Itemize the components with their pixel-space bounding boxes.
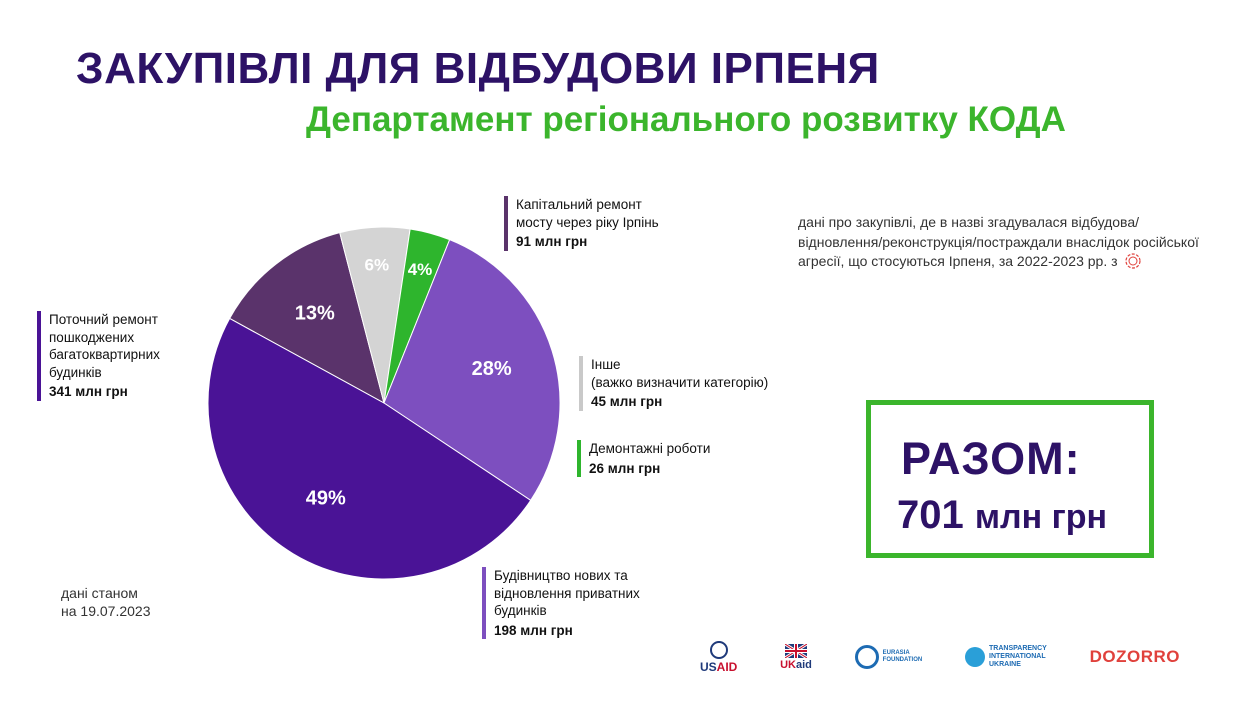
callout-other-label: Інше (важко визначити категорію) bbox=[591, 357, 769, 390]
transparency-international-logo: TRANSPARENCY INTERNATIONAL UKRAINE bbox=[965, 645, 1047, 669]
eurasia-logo-text: EURASIA FOUNDATION bbox=[882, 650, 923, 663]
callout-bridge-label: Капітальний ремонт мосту через ріку Ірпі… bbox=[516, 197, 659, 230]
uk-flag-icon bbox=[785, 643, 807, 658]
ti-globe-icon bbox=[965, 647, 985, 667]
pie-percent-label-bridge: 13% bbox=[295, 302, 335, 324]
callout-private-houses-amount: 198 млн грн bbox=[494, 622, 573, 638]
bi-logo-icon bbox=[1125, 253, 1142, 269]
usaid-logo-text: USAID bbox=[700, 660, 737, 674]
total-label: РАЗОМ: bbox=[901, 433, 1081, 484]
pie-slice-apartment-repair bbox=[207, 317, 532, 580]
callout-other: Інше (важко визначити категорію) 45 млн … bbox=[579, 356, 768, 411]
pie-percent-label-private-houses: 28% bbox=[472, 358, 512, 380]
ukaid-logo: UKaid bbox=[780, 643, 812, 671]
callout-apartment-repair: Поточний ремонт пошкоджених багатокварти… bbox=[37, 311, 160, 401]
callout-demolition-amount: 26 млн грн bbox=[589, 460, 661, 476]
total-box: РАЗОМ: 701 млн грн bbox=[866, 400, 1154, 558]
total-value: 701 млн грн bbox=[897, 493, 1107, 538]
data-date-note: дані станом на 19.07.2023 bbox=[61, 585, 151, 619]
ukaid-logo-text-a: UK bbox=[780, 658, 796, 671]
eurasia-mark-icon bbox=[854, 645, 879, 669]
dozorro-logo-text: DOZORRO bbox=[1089, 647, 1180, 666]
usaid-seal-icon bbox=[709, 640, 728, 659]
callout-apartment-repair-label: Поточний ремонт пошкоджених багатокварти… bbox=[49, 312, 160, 380]
dozorro-logo: DOZORRO bbox=[1090, 647, 1180, 667]
callout-bridge-amount: 91 млн грн bbox=[516, 234, 588, 249]
methodology-note: дані про закупівлі, де в назві згадувала… bbox=[798, 213, 1218, 272]
pie-percent-label-other: 6% bbox=[365, 255, 390, 274]
pie-percent-label-apartment-repair: 49% bbox=[306, 488, 346, 510]
callout-apartment-repair-amount: 341 млн грн bbox=[49, 384, 128, 399]
usaid-logo: USAID bbox=[700, 640, 737, 674]
ti-logo-text: TRANSPARENCY INTERNATIONAL UKRAINE bbox=[989, 645, 1047, 668]
page-subtitle: Департамент регіонального розвитку КОДА bbox=[306, 100, 1066, 139]
ukaid-logo-text-b: aid bbox=[796, 658, 812, 671]
methodology-note-text: дані про закупівлі, де в назві згадувала… bbox=[798, 214, 1199, 269]
eurasia-logo: EURASIA FOUNDATION bbox=[854, 645, 923, 669]
total-amount: 701 bbox=[897, 493, 964, 537]
callout-other-amount: 45 млн грн bbox=[591, 394, 663, 409]
total-unit: млн грн bbox=[974, 498, 1108, 536]
pie-percent-label-demolition: 4% bbox=[408, 260, 433, 279]
partner-logos: USAID UKaid EURASIA FOUNDATION TRANSPARE… bbox=[700, 634, 1180, 680]
page-title: ЗАКУПІВЛІ ДЛЯ ВІДБУДОВИ ІРПЕНЯ bbox=[76, 44, 880, 93]
callout-bridge: Капітальний ремонт мосту через ріку Ірпі… bbox=[504, 196, 659, 251]
usaid-logo-text-b: AID bbox=[716, 659, 738, 674]
callout-demolition-label: Демонтажні роботи bbox=[589, 441, 711, 456]
callout-private-houses: Будівництво нових та відновлення приватн… bbox=[482, 567, 640, 639]
usaid-logo-text-a: US bbox=[700, 659, 717, 674]
callout-demolition: Демонтажні роботи 26 млн грн bbox=[577, 440, 710, 477]
pie-slice-bridge bbox=[228, 232, 385, 404]
pie-slice-private-houses bbox=[383, 239, 561, 502]
ukaid-logo-text: UKaid bbox=[780, 659, 812, 671]
callout-private-houses-label: Будівництво нових та відновлення приватн… bbox=[494, 568, 640, 618]
